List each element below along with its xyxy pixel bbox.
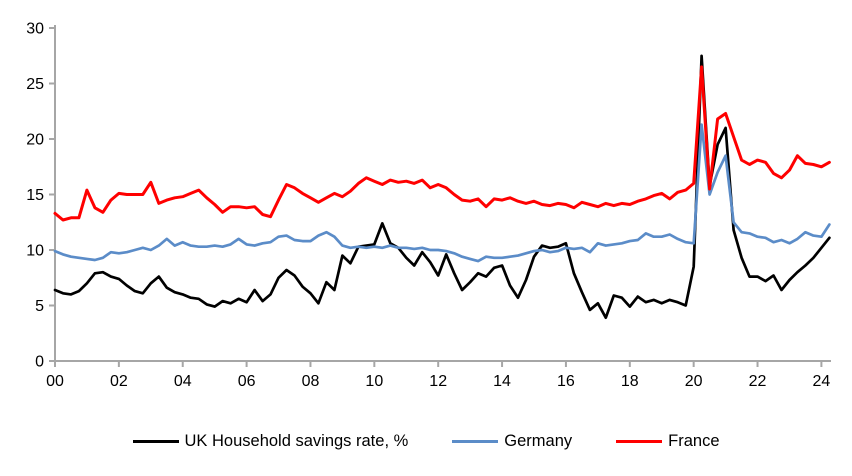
uk-legend-label: UK Household savings rate, %: [184, 431, 409, 450]
france-line: [53, 65, 831, 222]
x-tick-label: 14: [493, 373, 511, 390]
legend-item-germany: Germany: [452, 432, 572, 451]
x-tick-label: 22: [749, 373, 767, 390]
x-tick-label: 00: [46, 373, 64, 390]
y-tick-label: 25: [26, 76, 44, 93]
chart-legend: UK Household savings rate, % Germany Fra…: [0, 424, 852, 458]
x-tick-label: 16: [557, 373, 575, 390]
x-tick-label: 18: [621, 373, 639, 390]
x-tick-label: 20: [685, 373, 703, 390]
x-tick-label: 06: [238, 373, 256, 390]
y-tick-label: 0: [35, 354, 44, 371]
x-tick-label: 02: [110, 373, 128, 390]
y-tick-label: 15: [26, 187, 44, 204]
x-tick-label: 12: [429, 373, 447, 390]
y-tick-label: 10: [26, 243, 44, 260]
x-tick-label: 04: [174, 373, 192, 390]
x-tick-label: 08: [302, 373, 320, 390]
france-line-swatch: [616, 439, 663, 443]
germany-line-swatch: [452, 439, 499, 443]
x-tick-label: 10: [365, 373, 383, 390]
y-tick-label: 20: [26, 132, 44, 149]
savings-chart: 0 5 10 15 20 25 30 00 02 04 06 08 10 12 14 16 18 20 22 24: [26, 21, 831, 390]
uk-line-swatch: [132, 439, 179, 443]
germany-legend-label: Germany: [504, 431, 573, 450]
germany-line: [53, 123, 831, 263]
legend-item-uk: UK Household savings rate, %: [132, 431, 409, 451]
france-legend-label: France: [668, 431, 720, 450]
legend-item-france: France: [616, 431, 720, 451]
y-tick-label: 5: [35, 298, 44, 315]
y-tick-label: 30: [26, 21, 44, 38]
x-tick-label: 24: [812, 373, 830, 390]
